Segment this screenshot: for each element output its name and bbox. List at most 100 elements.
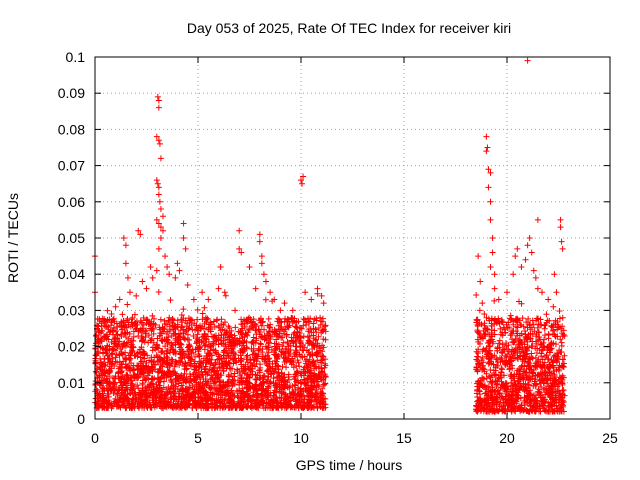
data-point xyxy=(205,351,212,358)
data-point xyxy=(106,329,113,336)
data-point xyxy=(256,367,263,374)
data-point xyxy=(245,363,252,370)
data-point xyxy=(137,317,144,324)
data-point xyxy=(179,385,186,392)
data-point xyxy=(526,399,533,406)
data-point xyxy=(208,356,215,363)
data-point xyxy=(202,365,209,372)
data-point-peak xyxy=(155,137,162,144)
data-point xyxy=(314,357,321,364)
data-point xyxy=(129,347,136,354)
data-point xyxy=(285,376,292,383)
y-tick-label: 0 xyxy=(77,411,85,427)
data-point xyxy=(123,371,130,378)
data-point xyxy=(194,306,201,313)
data-point xyxy=(538,321,545,328)
data-point xyxy=(196,345,203,352)
data-point xyxy=(210,318,217,325)
data-point xyxy=(553,380,560,387)
data-point xyxy=(108,319,115,326)
data-point xyxy=(137,365,144,372)
data-point xyxy=(295,359,302,366)
data-point xyxy=(285,402,292,409)
data-point xyxy=(212,359,219,366)
data-point xyxy=(297,337,304,344)
data-point xyxy=(515,337,522,344)
data-point xyxy=(481,405,488,412)
data-point xyxy=(169,316,176,323)
data-point xyxy=(547,399,554,406)
data-point xyxy=(517,383,524,390)
data-point xyxy=(163,374,170,381)
data-point xyxy=(555,366,562,373)
data-point-peak xyxy=(102,318,109,325)
data-point-peak xyxy=(485,184,492,191)
data-point xyxy=(243,344,250,351)
data-point xyxy=(143,375,150,382)
data-point xyxy=(184,387,191,394)
data-point xyxy=(221,397,228,404)
data-point xyxy=(243,378,250,385)
data-point xyxy=(226,339,233,346)
data-point xyxy=(149,347,156,354)
data-point xyxy=(531,328,538,335)
data-point xyxy=(112,354,119,361)
data-point xyxy=(99,404,106,411)
data-point xyxy=(195,394,202,401)
data-point xyxy=(244,371,251,378)
data-point xyxy=(494,362,501,369)
y-axis-label: ROTI / TECUs xyxy=(5,193,21,283)
data-point xyxy=(186,379,193,386)
data-point xyxy=(285,340,292,347)
data-point xyxy=(488,379,495,386)
data-point xyxy=(240,399,247,406)
data-point xyxy=(163,321,170,328)
data-point xyxy=(130,396,137,403)
data-point xyxy=(494,344,501,351)
y-tick-label: 0.05 xyxy=(58,230,85,246)
data-point xyxy=(149,380,156,387)
data-point xyxy=(307,369,314,376)
data-point xyxy=(276,381,283,388)
data-point xyxy=(130,344,137,351)
data-point xyxy=(193,340,200,347)
data-point xyxy=(265,384,272,391)
data-point xyxy=(105,324,112,331)
data-point xyxy=(476,307,483,314)
data-point xyxy=(281,358,288,365)
data-point xyxy=(321,323,328,330)
data-point xyxy=(294,357,301,364)
data-point xyxy=(484,392,491,399)
data-point xyxy=(114,390,121,397)
data-point xyxy=(519,315,526,322)
data-point xyxy=(555,350,562,357)
data-point xyxy=(252,321,259,328)
data-point xyxy=(292,373,299,380)
data-point xyxy=(534,400,541,407)
data-point xyxy=(478,321,485,328)
data-point xyxy=(305,388,312,395)
data-point-peak xyxy=(530,267,537,274)
data-point xyxy=(320,344,327,351)
data-point xyxy=(545,335,552,342)
data-point xyxy=(271,326,278,333)
data-point xyxy=(489,384,496,391)
data-point-peak xyxy=(162,253,169,260)
data-point xyxy=(490,397,497,404)
data-point xyxy=(104,390,111,397)
data-point xyxy=(311,393,318,400)
data-point xyxy=(138,391,145,398)
data-point xyxy=(483,314,490,321)
data-point xyxy=(505,347,512,354)
data-point xyxy=(119,364,126,371)
data-point xyxy=(253,391,260,398)
data-point xyxy=(311,379,318,386)
data-point xyxy=(547,375,554,382)
data-point xyxy=(188,321,195,328)
data-point xyxy=(201,346,208,353)
data-point xyxy=(559,333,566,340)
data-point xyxy=(174,339,181,346)
data-point xyxy=(475,378,482,385)
data-point xyxy=(267,321,274,328)
